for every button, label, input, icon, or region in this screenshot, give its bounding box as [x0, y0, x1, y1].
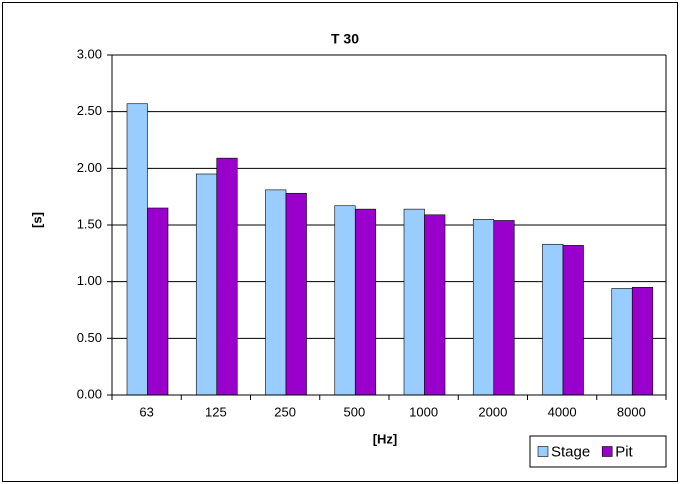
- x-tick-label: 250: [274, 404, 296, 419]
- chart-title: T 30: [331, 31, 359, 47]
- x-tick-label: 2000: [478, 404, 507, 419]
- y-tick-label: 3.00: [77, 46, 102, 61]
- bar: [562, 245, 584, 396]
- y-tick-label: 0.50: [77, 330, 102, 345]
- y-tick-label: 2.00: [77, 160, 102, 175]
- bar: [424, 214, 446, 396]
- bar: [216, 157, 238, 396]
- bar: [265, 189, 287, 396]
- legend-label: Stage: [551, 443, 590, 460]
- bar: [126, 103, 148, 396]
- y-tick-label: 2.50: [77, 103, 102, 118]
- x-tick-label: 500: [344, 404, 366, 419]
- y-axis-label: [s]: [29, 212, 44, 228]
- bar: [354, 208, 377, 396]
- bar: [611, 288, 633, 396]
- bar: [472, 219, 495, 396]
- bar: [285, 192, 307, 396]
- bar: [631, 287, 654, 396]
- legend-box: [529, 435, 667, 468]
- bar: [542, 243, 564, 396]
- bar: [493, 220, 515, 396]
- legend-swatch: [537, 446, 549, 457]
- bar: [147, 207, 169, 396]
- y-tick-label: 0.00: [77, 386, 102, 401]
- legend-swatch: [601, 446, 613, 457]
- x-tick-label: 8000: [617, 404, 646, 419]
- x-tick-label: 4000: [548, 404, 577, 419]
- bar: [195, 173, 218, 396]
- x-tick-label: 1000: [409, 404, 438, 419]
- x-tick-label: 63: [139, 404, 153, 419]
- bar: [334, 205, 356, 396]
- y-tick-label: 1.00: [77, 273, 102, 288]
- legend-label: Pit: [615, 443, 633, 460]
- x-axis-label: [Hz]: [373, 431, 398, 446]
- bar: [403, 208, 425, 396]
- x-tick-label: 125: [205, 404, 227, 419]
- y-tick-label: 1.50: [77, 216, 102, 231]
